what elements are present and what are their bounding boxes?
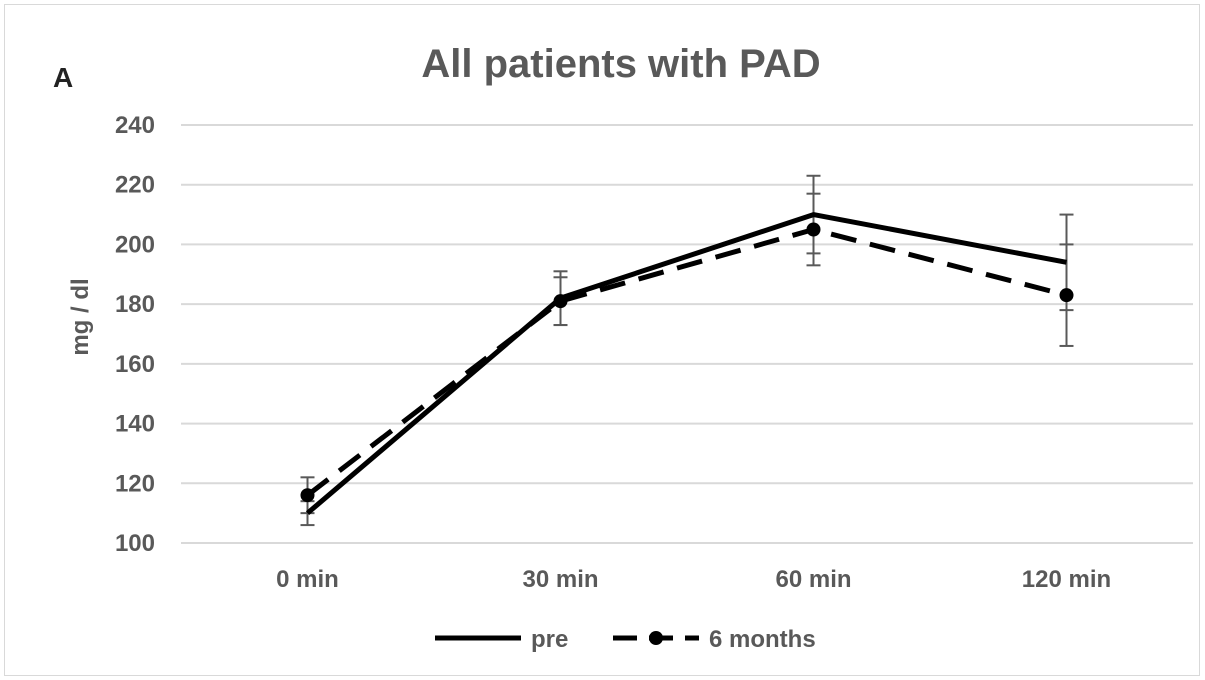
- y-tick-label: 140: [115, 411, 155, 438]
- gridlines: [181, 124, 1193, 544]
- y-tick-label: 200: [115, 231, 155, 258]
- legend-label: 6 months: [709, 626, 816, 653]
- y-axis-label: mg / dl: [67, 278, 94, 355]
- legend-marker: [649, 631, 663, 645]
- legend-label: pre: [531, 626, 568, 653]
- y-tick-label: 100: [115, 530, 155, 557]
- series-line-2: [305, 227, 1068, 498]
- chart-frame: A All patients with PAD mg / dl 100 120 14…: [4, 4, 1200, 676]
- y-tick-label: 220: [115, 172, 155, 199]
- series-lines: [300, 212, 1074, 516]
- x-tick-label: 60 min: [775, 566, 851, 593]
- y-tick-label: 160: [115, 351, 155, 378]
- y-tick-labels: 100 120 140 160 180 200 220 240: [115, 112, 155, 557]
- x-tick-label: 30 min: [522, 566, 598, 593]
- y-tick-label: 240: [115, 112, 155, 139]
- y-tick-label: 180: [115, 291, 155, 318]
- panel-label: A: [53, 62, 73, 93]
- series-line-1: [305, 212, 1067, 516]
- line-chart: A All patients with PAD mg / dl 100 120 14…: [53, 42, 1193, 653]
- legend: pre 6 months: [435, 626, 816, 653]
- data-point: [1059, 288, 1074, 303]
- data-point: [806, 222, 821, 237]
- x-tick-label: 0 min: [276, 566, 339, 593]
- data-point: [300, 488, 315, 503]
- y-tick-label: 120: [115, 470, 155, 497]
- chart-title: All patients with PAD: [421, 42, 820, 86]
- data-point: [553, 294, 568, 309]
- x-tick-labels: 0 min 30 min 60 min 120 min: [276, 566, 1111, 593]
- x-tick-label: 120 min: [1022, 566, 1111, 593]
- error-bars: [300, 174, 1074, 527]
